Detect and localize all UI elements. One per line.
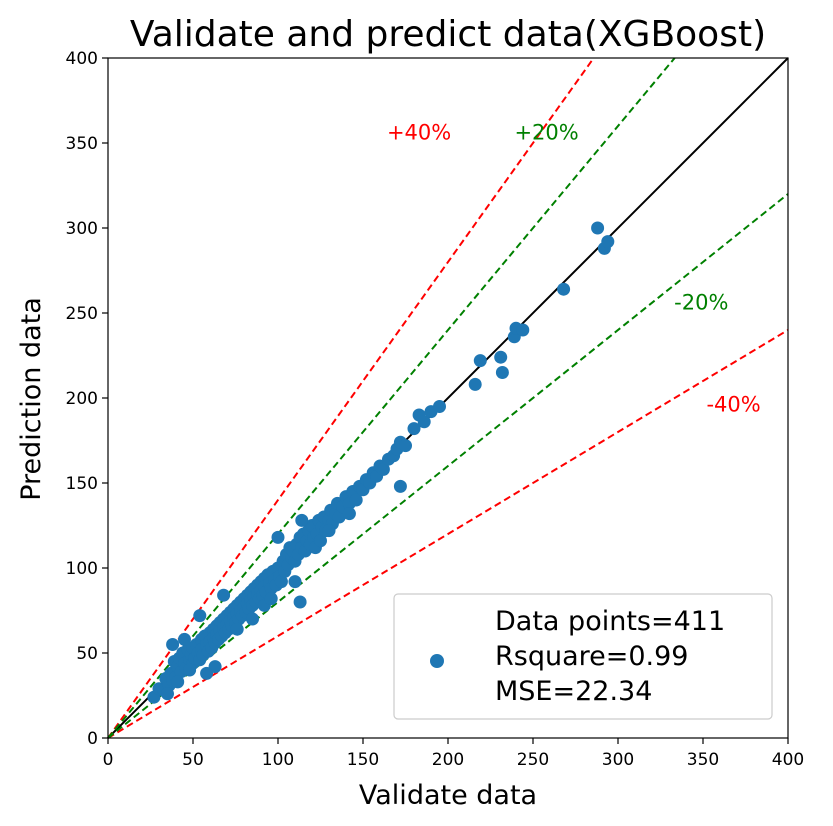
data-point (193, 609, 207, 623)
x-tick-label: 50 (182, 750, 204, 770)
x-tick-label: 400 (772, 750, 804, 770)
data-point (393, 479, 407, 493)
data-point (166, 638, 180, 651)
data-point (468, 377, 482, 391)
y-tick-label: 0 (87, 729, 98, 749)
y-tick-label: 150 (66, 474, 98, 494)
data-point (322, 524, 336, 538)
data-point (288, 575, 302, 589)
data-point (495, 366, 509, 379)
data-point (349, 493, 363, 507)
reference-line-3 (107, 329, 789, 739)
y-axis: 0 50 100 150 200 250 300 350 400 (66, 49, 108, 749)
reference-lines (107, 57, 789, 739)
y-tick-label: 250 (66, 304, 98, 324)
data-point (217, 588, 231, 602)
annotation-3: -20% (674, 291, 728, 315)
legend-marker (430, 654, 444, 668)
data-point (271, 530, 285, 544)
y-tick-label: 100 (66, 559, 98, 579)
data-point (516, 323, 530, 337)
reference-line-2 (107, 57, 595, 739)
data-point (183, 663, 197, 677)
data-point (171, 675, 185, 689)
x-tick-label: 100 (262, 750, 294, 770)
legend-box (393, 593, 773, 720)
data-point (161, 687, 174, 701)
y-tick-label: 350 (66, 134, 98, 154)
data-point (417, 415, 431, 429)
legend-line-3: MSE=22.34 (495, 676, 652, 707)
data-point (230, 622, 244, 636)
x-tick-label: 150 (347, 750, 379, 770)
data-point (332, 510, 346, 524)
annotation-2: +20% (514, 121, 578, 145)
data-point (591, 221, 605, 235)
legend-line-1: Data points=411 (495, 606, 725, 637)
data-point (376, 462, 390, 476)
data-point (601, 235, 615, 249)
x-axis-label: Validate data (359, 780, 537, 811)
x-tick-label: 250 (517, 750, 549, 770)
data-point (295, 513, 309, 527)
data-point (314, 534, 327, 548)
data-point (264, 592, 278, 606)
data-point (246, 612, 259, 626)
data-point (557, 282, 571, 296)
data-point (200, 666, 214, 680)
x-axis: 0 50 100 150 200 250 300 350 400 (103, 738, 804, 770)
y-axis-label: Prediction data (16, 297, 47, 501)
x-tick-label: 300 (602, 750, 634, 770)
x-tick-label: 350 (687, 750, 719, 770)
annotation-1: +40% (387, 121, 451, 145)
data-points (147, 221, 615, 704)
y-tick-label: 300 (66, 219, 98, 239)
x-tick-label: 200 (432, 750, 464, 770)
data-point (399, 439, 412, 453)
reference-line-5 (107, 193, 789, 739)
reference-line-4 (107, 57, 676, 739)
data-point (178, 632, 191, 646)
annotation-4: -40% (706, 393, 760, 417)
data-point (407, 422, 421, 436)
data-point (473, 354, 487, 368)
chart-title: Validate and predict data(XGBoost) (130, 14, 766, 55)
data-point (274, 575, 288, 589)
y-tick-label: 200 (66, 389, 98, 409)
data-point (342, 507, 356, 521)
y-tick-label: 400 (66, 49, 98, 69)
legend: Data points=411 Rsquare=0.99 MSE=22.34 (393, 593, 773, 720)
data-point (494, 350, 508, 364)
data-point (293, 595, 307, 609)
legend-line-2: Rsquare=0.99 (495, 641, 688, 672)
data-point (433, 400, 446, 413)
y-tick-label: 50 (76, 644, 98, 664)
x-tick-label: 0 (103, 750, 114, 770)
annotations: +40% +20% -20% -40% (387, 121, 761, 417)
